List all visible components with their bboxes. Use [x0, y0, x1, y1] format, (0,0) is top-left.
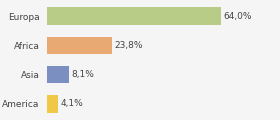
- Text: 64,0%: 64,0%: [224, 12, 252, 21]
- Bar: [47, 95, 58, 113]
- Bar: [47, 37, 112, 54]
- Text: 4,1%: 4,1%: [61, 99, 84, 108]
- Text: 23,8%: 23,8%: [115, 41, 143, 50]
- Bar: [47, 7, 221, 25]
- Bar: [47, 66, 69, 83]
- Text: 8,1%: 8,1%: [72, 70, 95, 79]
